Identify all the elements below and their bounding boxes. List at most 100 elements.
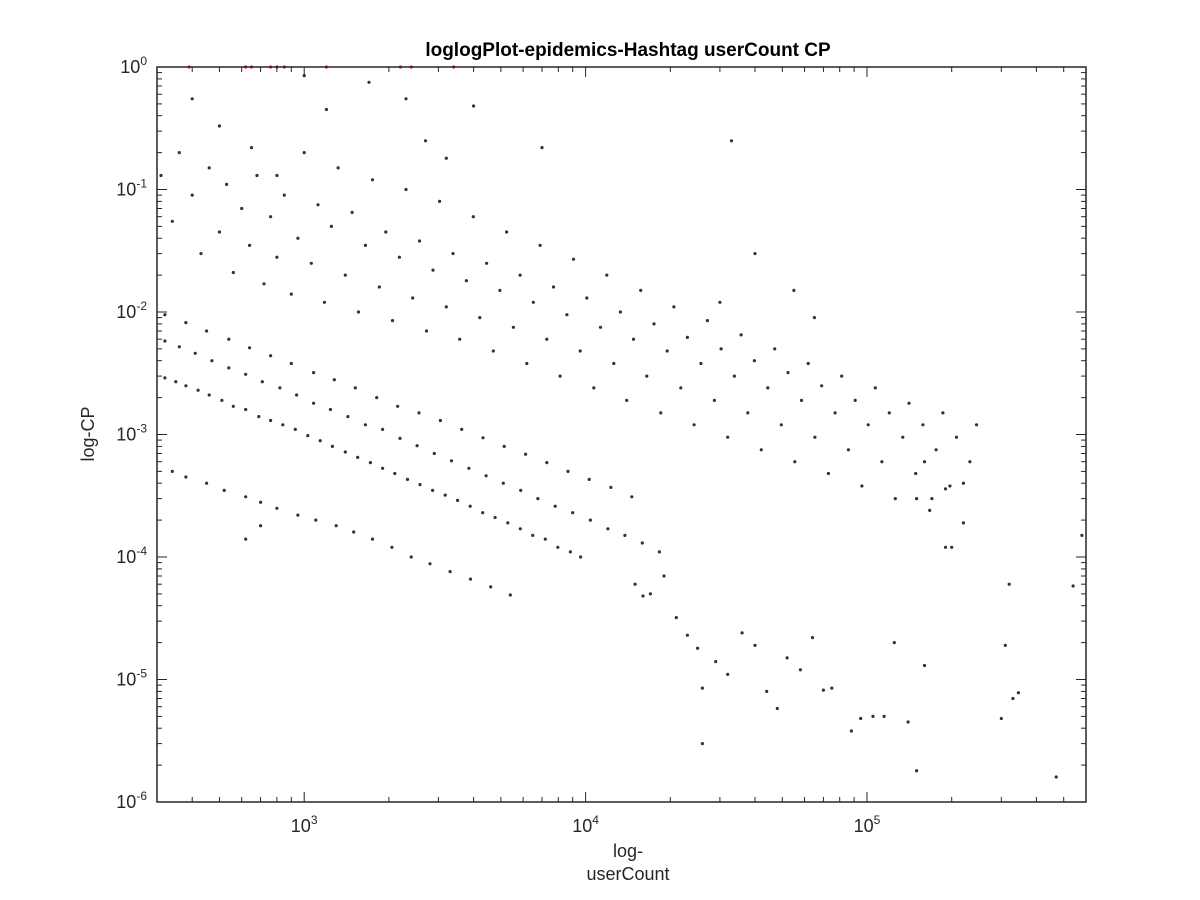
data-point [859, 716, 863, 721]
data-point [887, 411, 891, 415]
data-point [659, 411, 663, 415]
data-point [786, 371, 790, 375]
data-point [353, 386, 357, 390]
data-point [860, 484, 864, 488]
data-point [159, 173, 163, 178]
data-point [640, 541, 644, 545]
data-point [444, 305, 448, 309]
data-point [471, 215, 475, 219]
data-point [375, 396, 379, 400]
data-point [606, 527, 610, 531]
data-point [275, 255, 279, 259]
data-point [170, 469, 174, 473]
data-point [833, 411, 837, 415]
x-axis-label-line1: log- [613, 841, 643, 861]
data-point [545, 461, 549, 465]
data-point [961, 521, 966, 525]
data-point [282, 193, 286, 197]
data-point [846, 448, 851, 452]
data-point [438, 418, 442, 423]
data-point [411, 296, 415, 300]
data-point [207, 393, 211, 397]
data-point [259, 500, 263, 504]
data-point [190, 97, 194, 101]
data-point [705, 319, 710, 323]
data-point [489, 585, 493, 589]
data-point [249, 146, 254, 150]
data-point [565, 313, 569, 317]
data-point [674, 616, 678, 620]
data-point [672, 305, 676, 309]
data-point [398, 436, 402, 440]
data-point [753, 643, 757, 648]
data-point [367, 80, 371, 84]
data-point [652, 322, 656, 326]
data-point [830, 686, 834, 690]
data-point [1011, 696, 1015, 701]
data-point [623, 533, 627, 538]
data-point [177, 151, 181, 155]
data-point [806, 361, 810, 366]
data-points [159, 65, 1084, 779]
data-point [1007, 582, 1011, 586]
data-point [568, 550, 573, 554]
data-point [478, 316, 482, 320]
data-point [356, 310, 361, 314]
data-point [740, 631, 744, 635]
data-point [396, 404, 400, 408]
data-point [1003, 643, 1007, 648]
data-point [930, 497, 934, 501]
y-tick-label: 100 [120, 54, 147, 77]
data-point [225, 182, 229, 186]
data-point [700, 742, 705, 746]
data-point [502, 444, 506, 448]
data-point [1080, 533, 1084, 538]
data-point [296, 236, 300, 240]
data-point [739, 333, 743, 337]
data-point [893, 497, 897, 501]
data-point [244, 537, 248, 541]
data-point [460, 427, 464, 431]
data-point [468, 577, 473, 581]
data-point [692, 423, 696, 427]
data-point [849, 729, 854, 733]
data-point [553, 504, 557, 508]
data-point [451, 252, 455, 256]
data-point [540, 146, 544, 150]
data-point [312, 401, 316, 405]
data-point [390, 319, 395, 323]
data-point [217, 230, 221, 234]
data-point [404, 187, 408, 192]
data-point [511, 325, 515, 329]
data-point [609, 485, 613, 489]
data-point [543, 537, 547, 541]
data-point [775, 706, 779, 711]
data-point [1054, 775, 1058, 779]
data-point [915, 769, 919, 773]
data-point [481, 511, 485, 515]
data-point [922, 460, 927, 464]
data-point [866, 423, 870, 427]
data-point [922, 663, 927, 668]
data-point [278, 386, 282, 390]
data-point [381, 466, 385, 470]
x-axis-label-line2: userCount [586, 864, 669, 884]
data-point [525, 361, 529, 366]
data-point [943, 545, 948, 549]
data-point [639, 288, 643, 292]
data-point [871, 714, 875, 719]
data-point [350, 210, 354, 214]
data-point [289, 361, 293, 366]
data-point [314, 518, 318, 522]
data-point [880, 460, 884, 464]
x-tick-label: 103 [291, 813, 318, 836]
data-point [269, 354, 273, 358]
data-point [293, 427, 297, 431]
data-point [275, 506, 279, 510]
plot-area [157, 67, 1086, 802]
data-point [484, 474, 488, 478]
y-tick-label: 10-4 [116, 544, 147, 567]
data-point [244, 407, 248, 412]
data-point [409, 555, 413, 559]
data-point [524, 452, 528, 456]
